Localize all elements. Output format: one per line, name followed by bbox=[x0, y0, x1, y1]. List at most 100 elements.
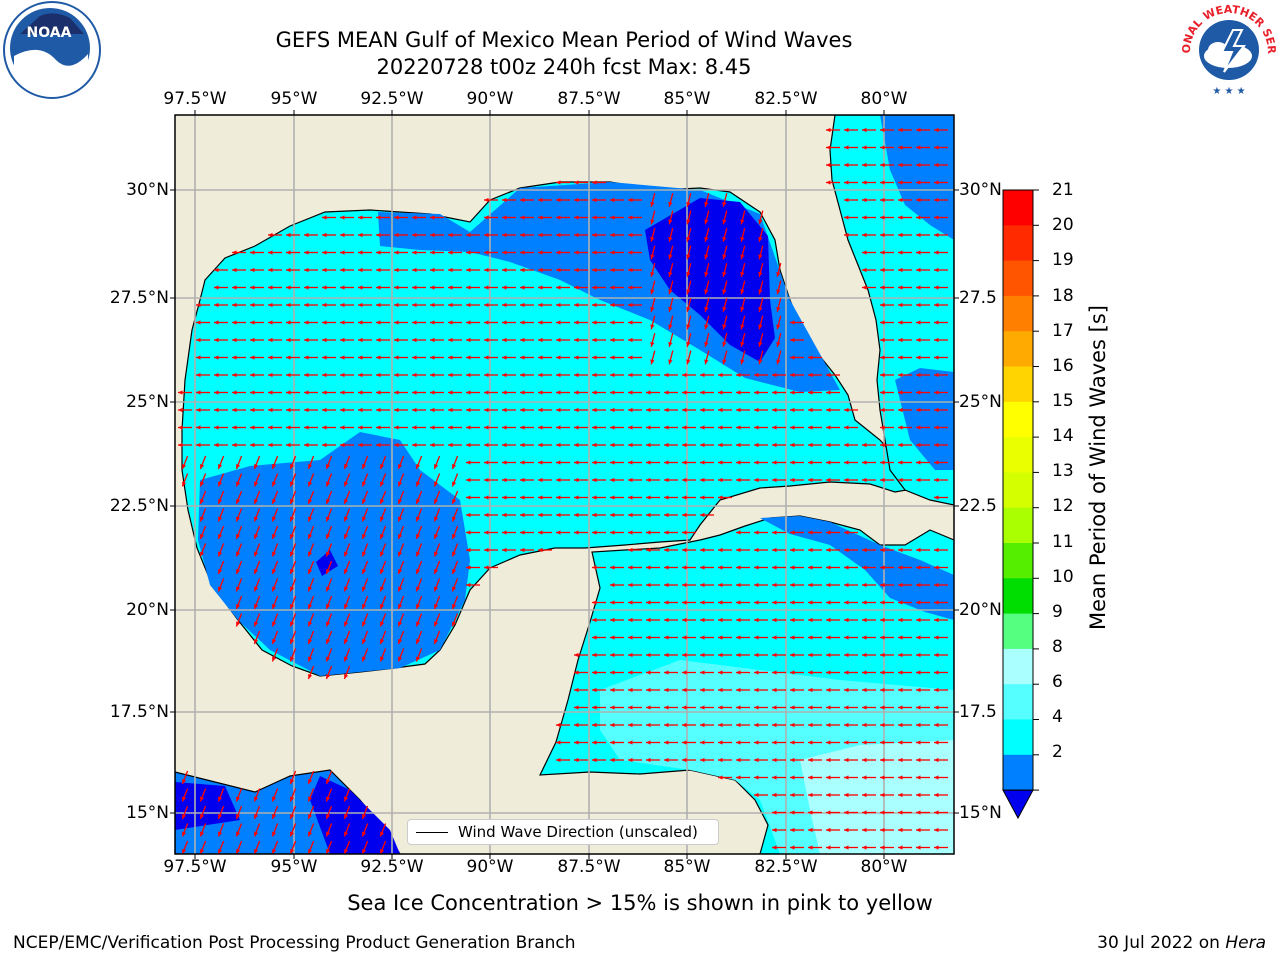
wave-direction-arrow bbox=[538, 197, 552, 203]
wave-direction-arrow bbox=[451, 455, 459, 470]
wave-direction-arrow bbox=[502, 477, 516, 483]
wave-direction-arrow bbox=[758, 210, 764, 225]
wave-direction-arrow bbox=[397, 613, 405, 627]
wave-direction-arrow bbox=[610, 705, 624, 710]
wave-direction-arrow bbox=[502, 547, 516, 553]
legend-line-swatch bbox=[416, 832, 448, 833]
wave-direction-arrow bbox=[412, 267, 426, 273]
wave-direction-arrow bbox=[880, 582, 894, 588]
wave-direction-arrow bbox=[307, 630, 315, 645]
wave-direction-arrow bbox=[235, 823, 243, 837]
wave-direction-arrow bbox=[722, 193, 728, 207]
wave-direction-arrow bbox=[394, 390, 408, 395]
wave-direction-arrow bbox=[790, 827, 804, 833]
wave-direction-arrow bbox=[682, 547, 696, 553]
wave-direction-arrow bbox=[253, 508, 261, 522]
wave-direction-arrow bbox=[415, 578, 423, 592]
wave-direction-arrow bbox=[898, 197, 912, 203]
wave-direction-arrow bbox=[556, 302, 570, 308]
wave-direction-arrow bbox=[340, 215, 354, 220]
wave-direction-arrow bbox=[934, 845, 948, 850]
wave-direction-arrow bbox=[610, 582, 624, 588]
wave-direction-arrow bbox=[826, 757, 840, 763]
wave-direction-arrow bbox=[325, 508, 333, 522]
wave-direction-arrow bbox=[736, 547, 750, 553]
wave-direction-arrow bbox=[808, 425, 822, 430]
wave-direction-arrow bbox=[808, 407, 822, 413]
colorbar-tick: 18 bbox=[1052, 286, 1074, 306]
wave-direction-arrow bbox=[880, 827, 894, 833]
wave-direction-arrow bbox=[412, 215, 426, 220]
wave-direction-arrow bbox=[650, 193, 656, 207]
lat-tick-right: 20°N bbox=[959, 600, 1002, 620]
wave-direction-arrow bbox=[181, 455, 189, 470]
colorbar-frame bbox=[1002, 189, 1034, 791]
wave-direction-arrow bbox=[610, 687, 624, 693]
wave-direction-arrow bbox=[214, 442, 228, 448]
wave-direction-arrow bbox=[268, 407, 282, 413]
wave-direction-arrow bbox=[376, 267, 390, 273]
wave-direction-arrow bbox=[253, 805, 261, 820]
wave-direction-arrow bbox=[862, 547, 876, 553]
wave-direction-arrow bbox=[628, 565, 642, 570]
wave-direction-arrow bbox=[646, 757, 660, 763]
wave-direction-arrow bbox=[574, 250, 588, 255]
wave-direction-arrow bbox=[664, 460, 678, 465]
wave-direction-arrow bbox=[286, 355, 300, 360]
wave-direction-arrow bbox=[520, 285, 534, 290]
wave-direction-arrow bbox=[664, 565, 678, 570]
wave-direction-arrow bbox=[451, 525, 459, 540]
wave-direction-arrow bbox=[650, 333, 656, 347]
wave-direction-arrow bbox=[916, 652, 930, 658]
wave-direction-arrow bbox=[397, 543, 405, 557]
wave-direction-arrow bbox=[466, 477, 480, 483]
wave-direction-arrow bbox=[862, 460, 876, 465]
wave-direction-arrow bbox=[430, 267, 444, 273]
wave-direction-arrow bbox=[592, 617, 606, 623]
wave-direction-arrow bbox=[668, 315, 674, 330]
wave-direction-arrow bbox=[451, 578, 459, 592]
wave-direction-arrow bbox=[592, 285, 606, 290]
lon-tick-bottom: 80°W bbox=[860, 857, 908, 877]
wave-direction-arrow bbox=[790, 460, 804, 465]
wave-direction-arrow bbox=[379, 490, 387, 505]
wave-direction-arrow bbox=[844, 757, 858, 763]
wave-direction-arrow bbox=[934, 232, 948, 238]
wave-direction-arrow bbox=[772, 792, 786, 798]
wave-direction-arrow bbox=[898, 407, 912, 413]
wave-direction-arrow bbox=[898, 355, 912, 360]
wave-direction-arrow bbox=[758, 228, 764, 242]
wave-direction-arrow bbox=[664, 372, 678, 378]
wave-direction-arrow bbox=[736, 477, 750, 483]
wave-direction-arrow bbox=[934, 407, 948, 413]
wave-direction-arrow bbox=[808, 617, 822, 623]
wave-direction-arrow bbox=[610, 425, 624, 430]
wave-direction-arrow bbox=[502, 285, 516, 290]
wave-direction-arrow bbox=[610, 652, 624, 658]
wave-direction-arrow bbox=[862, 285, 876, 290]
wave-direction-arrow bbox=[772, 740, 786, 745]
wave-direction-arrow bbox=[610, 232, 624, 238]
wave-direction-arrow bbox=[484, 477, 498, 483]
wave-direction-arrow bbox=[379, 595, 387, 610]
wave-direction-arrow bbox=[718, 705, 732, 710]
wave-direction-arrow bbox=[826, 635, 840, 640]
wave-direction-arrow bbox=[916, 460, 930, 465]
wave-direction-arrow bbox=[325, 805, 333, 820]
wave-direction-arrow bbox=[307, 595, 315, 610]
wave-direction-arrow bbox=[199, 525, 207, 540]
wave-direction-arrow bbox=[289, 525, 297, 540]
wave-direction-arrow bbox=[415, 508, 423, 522]
wave-direction-arrow bbox=[592, 757, 606, 763]
wave-direction-arrow bbox=[646, 442, 660, 448]
wave-direction-arrow bbox=[412, 250, 426, 255]
wave-direction-arrow bbox=[466, 337, 480, 343]
wave-direction-arrow bbox=[718, 407, 732, 413]
wave-direction-arrow bbox=[196, 390, 210, 395]
wave-direction-arrow bbox=[235, 805, 243, 820]
wave-direction-arrow bbox=[343, 823, 351, 837]
wave-direction-arrow bbox=[271, 595, 279, 610]
wave-direction-arrow bbox=[235, 840, 243, 854]
wave-direction-arrow bbox=[376, 407, 390, 413]
wave-direction-arrow bbox=[718, 635, 732, 640]
